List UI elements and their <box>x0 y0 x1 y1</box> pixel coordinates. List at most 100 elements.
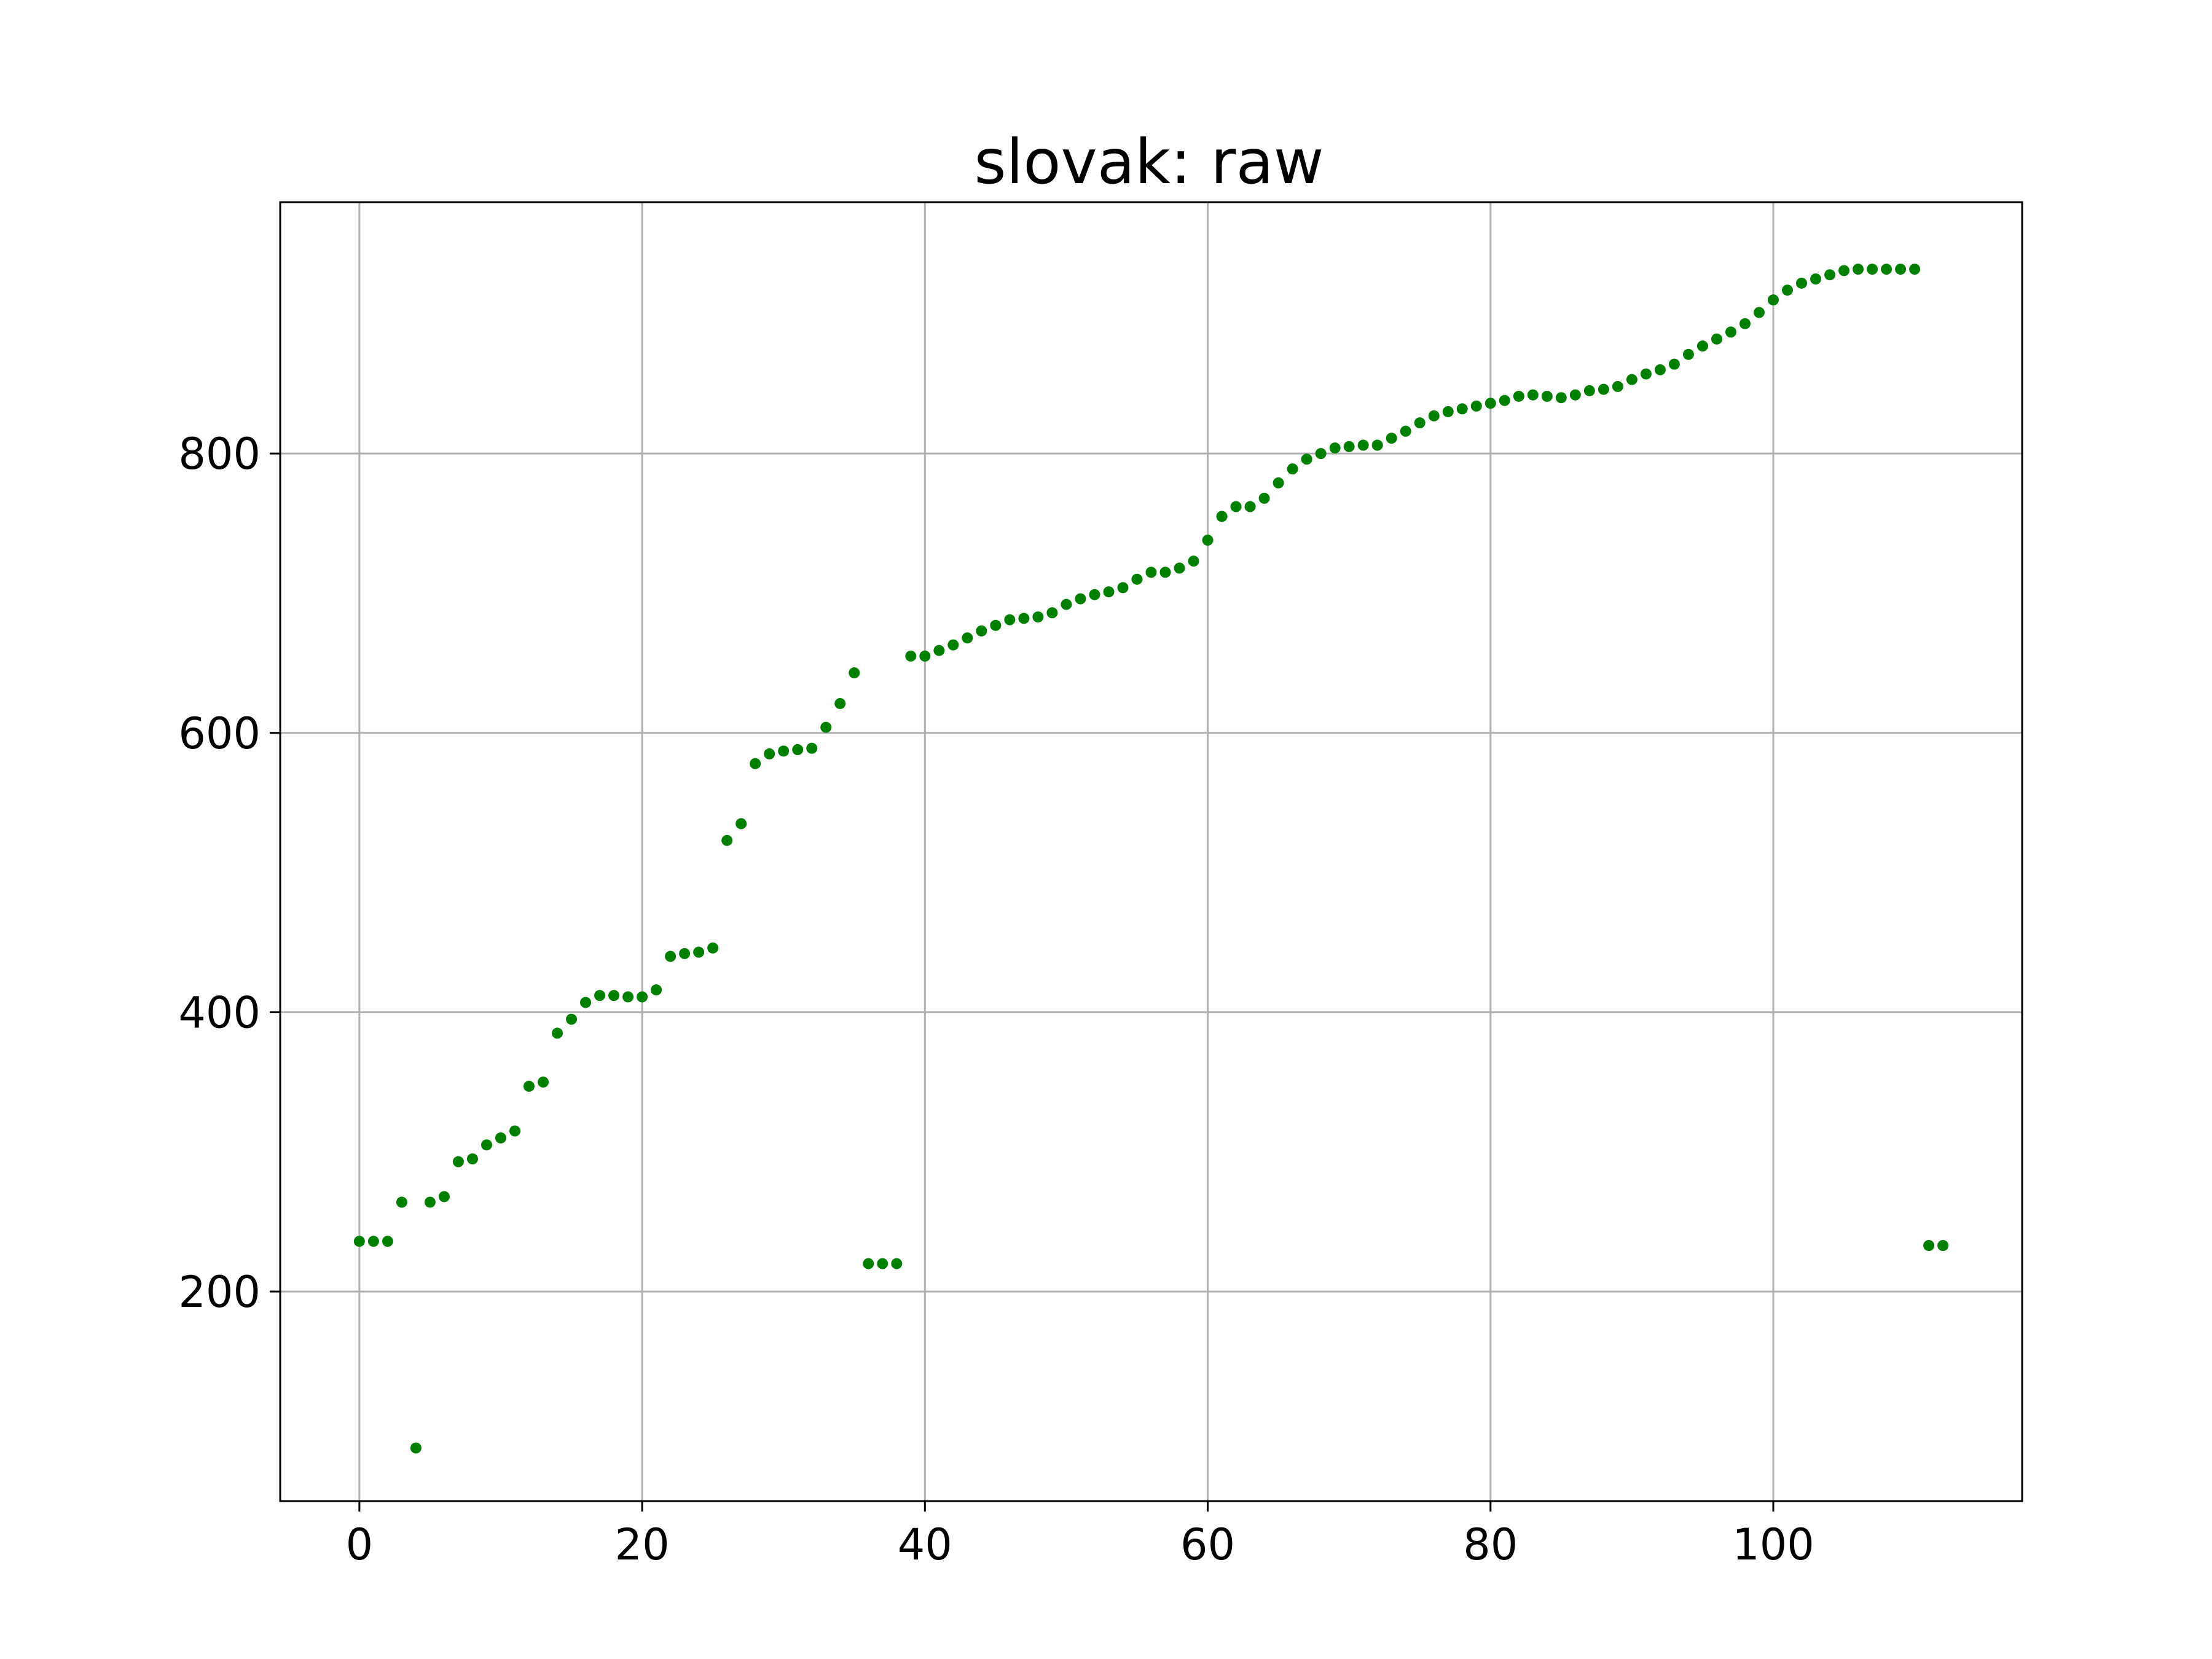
data-point <box>1343 441 1355 452</box>
data-point <box>367 1236 379 1247</box>
data-point <box>424 1196 436 1208</box>
data-point <box>1287 463 1298 475</box>
x-tick-label: 80 <box>1463 1520 1518 1570</box>
data-point <box>1456 403 1468 415</box>
data-point <box>1598 383 1609 395</box>
data-point <box>1470 400 1482 412</box>
data-point <box>509 1125 520 1137</box>
data-point <box>466 1153 478 1165</box>
data-point <box>1640 368 1652 380</box>
data-point <box>1075 593 1086 605</box>
data-point <box>806 742 818 754</box>
data-point <box>1654 364 1666 375</box>
data-point <box>438 1191 450 1202</box>
data-point <box>1555 392 1567 404</box>
data-point <box>1796 277 1808 289</box>
data-point <box>524 1080 535 1092</box>
x-tick-label: 100 <box>1732 1520 1814 1570</box>
data-point <box>651 984 662 996</box>
data-point <box>1131 573 1143 585</box>
data-point <box>764 748 775 759</box>
data-point <box>1046 607 1058 619</box>
data-point <box>452 1156 464 1167</box>
data-point <box>566 1013 578 1025</box>
data-point <box>919 650 931 662</box>
data-point <box>1484 398 1496 409</box>
data-point <box>1838 265 1850 276</box>
data-point <box>1768 294 1779 306</box>
chart-title: slovak: raw <box>974 126 1324 198</box>
data-point <box>637 991 648 1003</box>
data-point <box>849 667 860 679</box>
data-point <box>1853 264 1864 275</box>
data-point <box>1202 535 1214 546</box>
data-point <box>1244 501 1256 512</box>
y-tick-label: 400 <box>178 987 261 1038</box>
data-point <box>1089 589 1100 600</box>
data-point <box>1400 425 1411 437</box>
data-point <box>721 834 733 846</box>
plot-frame <box>279 201 2023 1502</box>
data-point <box>1583 385 1595 396</box>
data-point <box>396 1196 407 1208</box>
data-point <box>1612 381 1623 393</box>
data-point <box>594 990 606 1002</box>
data-point <box>1626 374 1637 385</box>
data-point <box>1527 389 1539 401</box>
data-point <box>1103 586 1115 598</box>
y-tick-label: 600 <box>178 708 261 759</box>
data-point <box>792 744 804 756</box>
data-point <box>1442 406 1454 417</box>
data-point <box>580 997 592 1008</box>
data-point <box>552 1027 563 1039</box>
data-point <box>410 1442 422 1454</box>
data-point <box>1004 614 1016 626</box>
data-point <box>1937 1240 1949 1252</box>
data-point <box>1682 348 1694 360</box>
data-point <box>1541 390 1553 402</box>
data-point <box>693 946 705 958</box>
data-point <box>608 990 620 1002</box>
data-point <box>1159 567 1171 578</box>
x-tick-label: 40 <box>898 1520 952 1570</box>
data-point <box>1739 318 1751 329</box>
data-point <box>1188 555 1199 567</box>
data-point <box>679 947 691 959</box>
data-point <box>1329 442 1341 454</box>
data-point <box>538 1077 549 1088</box>
data-point <box>1923 1240 1935 1252</box>
data-point <box>1357 439 1369 451</box>
data-point <box>1753 307 1765 318</box>
data-point <box>382 1236 393 1247</box>
data-point <box>905 650 917 662</box>
data-point <box>1782 284 1794 296</box>
x-tick-label: 0 <box>346 1520 374 1570</box>
data-point <box>1032 611 1044 623</box>
axis-ticks: 0 20 40 60 80 100 200 400 600 800 <box>178 429 1814 1570</box>
data-point <box>863 1258 874 1269</box>
data-point <box>1696 340 1708 352</box>
data-point <box>1909 264 1921 275</box>
grid-lines <box>280 202 2022 1501</box>
data-point <box>834 698 846 710</box>
data-point <box>1499 394 1510 406</box>
y-tick-label: 800 <box>178 429 261 479</box>
data-point <box>1301 453 1312 465</box>
data-point <box>1895 264 1907 275</box>
data-point <box>1428 410 1440 422</box>
data-point <box>1273 477 1284 488</box>
data-point <box>665 951 677 962</box>
x-tick-label: 20 <box>615 1520 670 1570</box>
data-point <box>1414 417 1426 429</box>
data-point <box>622 991 634 1003</box>
data-point <box>1668 358 1680 370</box>
data-point <box>1174 562 1185 574</box>
data-point <box>1569 389 1581 401</box>
data-point <box>1824 269 1836 281</box>
data-points <box>353 264 1949 1454</box>
data-point <box>1258 492 1270 504</box>
data-point <box>707 942 719 954</box>
data-point <box>947 639 959 651</box>
data-point <box>1216 511 1228 522</box>
